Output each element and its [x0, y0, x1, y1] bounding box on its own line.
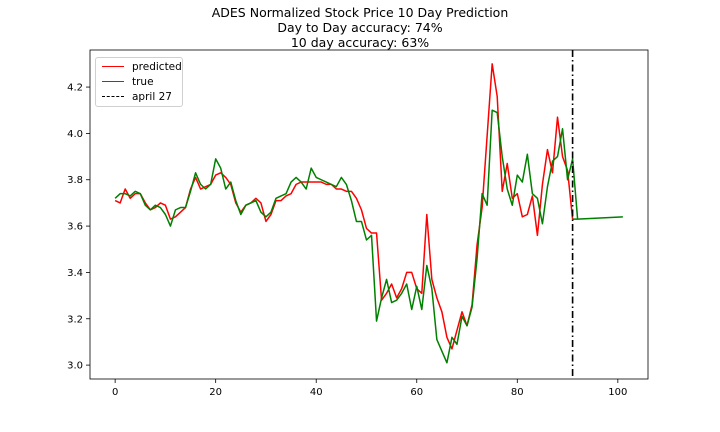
y-tick-label: 3.8 — [67, 175, 83, 186]
x-tick-label: 0 — [112, 387, 118, 398]
legend-swatch-predicted — [102, 66, 124, 67]
x-tick-label: 80 — [511, 387, 524, 398]
legend-item-true: true — [102, 74, 154, 89]
series-line-predicted — [114, 63, 574, 350]
legend: predicted true april 27 — [95, 57, 183, 107]
chart-title: ADES Normalized Stock Price 10 Day Predi… — [211, 5, 509, 20]
series-line-true-forecast — [572, 216, 623, 220]
legend-label-true: true — [132, 75, 154, 88]
y-tick-label: 3.2 — [67, 314, 83, 325]
plot-frame — [89, 49, 649, 380]
y-tick-label: 3.4 — [67, 268, 83, 279]
x-tick-label: 100 — [608, 387, 627, 398]
legend-item-april-27: april 27 — [102, 89, 172, 104]
x-tick-label: 20 — [209, 387, 222, 398]
x-tick-label: 60 — [410, 387, 423, 398]
y-tick-label: 4.2 — [67, 83, 83, 94]
legend-swatch-true — [102, 81, 124, 82]
y-tick-label: 4.0 — [67, 129, 83, 140]
legend-label-predicted: predicted — [132, 60, 182, 73]
x-tick-label: 40 — [310, 387, 323, 398]
legend-swatch-april-27 — [102, 96, 124, 97]
chart-subtitle-10day-accuracy: 10 day accuracy: 63% — [290, 35, 430, 50]
legend-item-predicted: predicted — [102, 59, 182, 74]
y-tick-label: 3.6 — [67, 222, 83, 233]
legend-label-april-27: april 27 — [132, 90, 172, 103]
y-tick-label: 3.0 — [67, 361, 83, 372]
series-line-true — [114, 109, 579, 364]
chart-subtitle-day-accuracy: Day to Day accuracy: 74% — [277, 20, 443, 35]
